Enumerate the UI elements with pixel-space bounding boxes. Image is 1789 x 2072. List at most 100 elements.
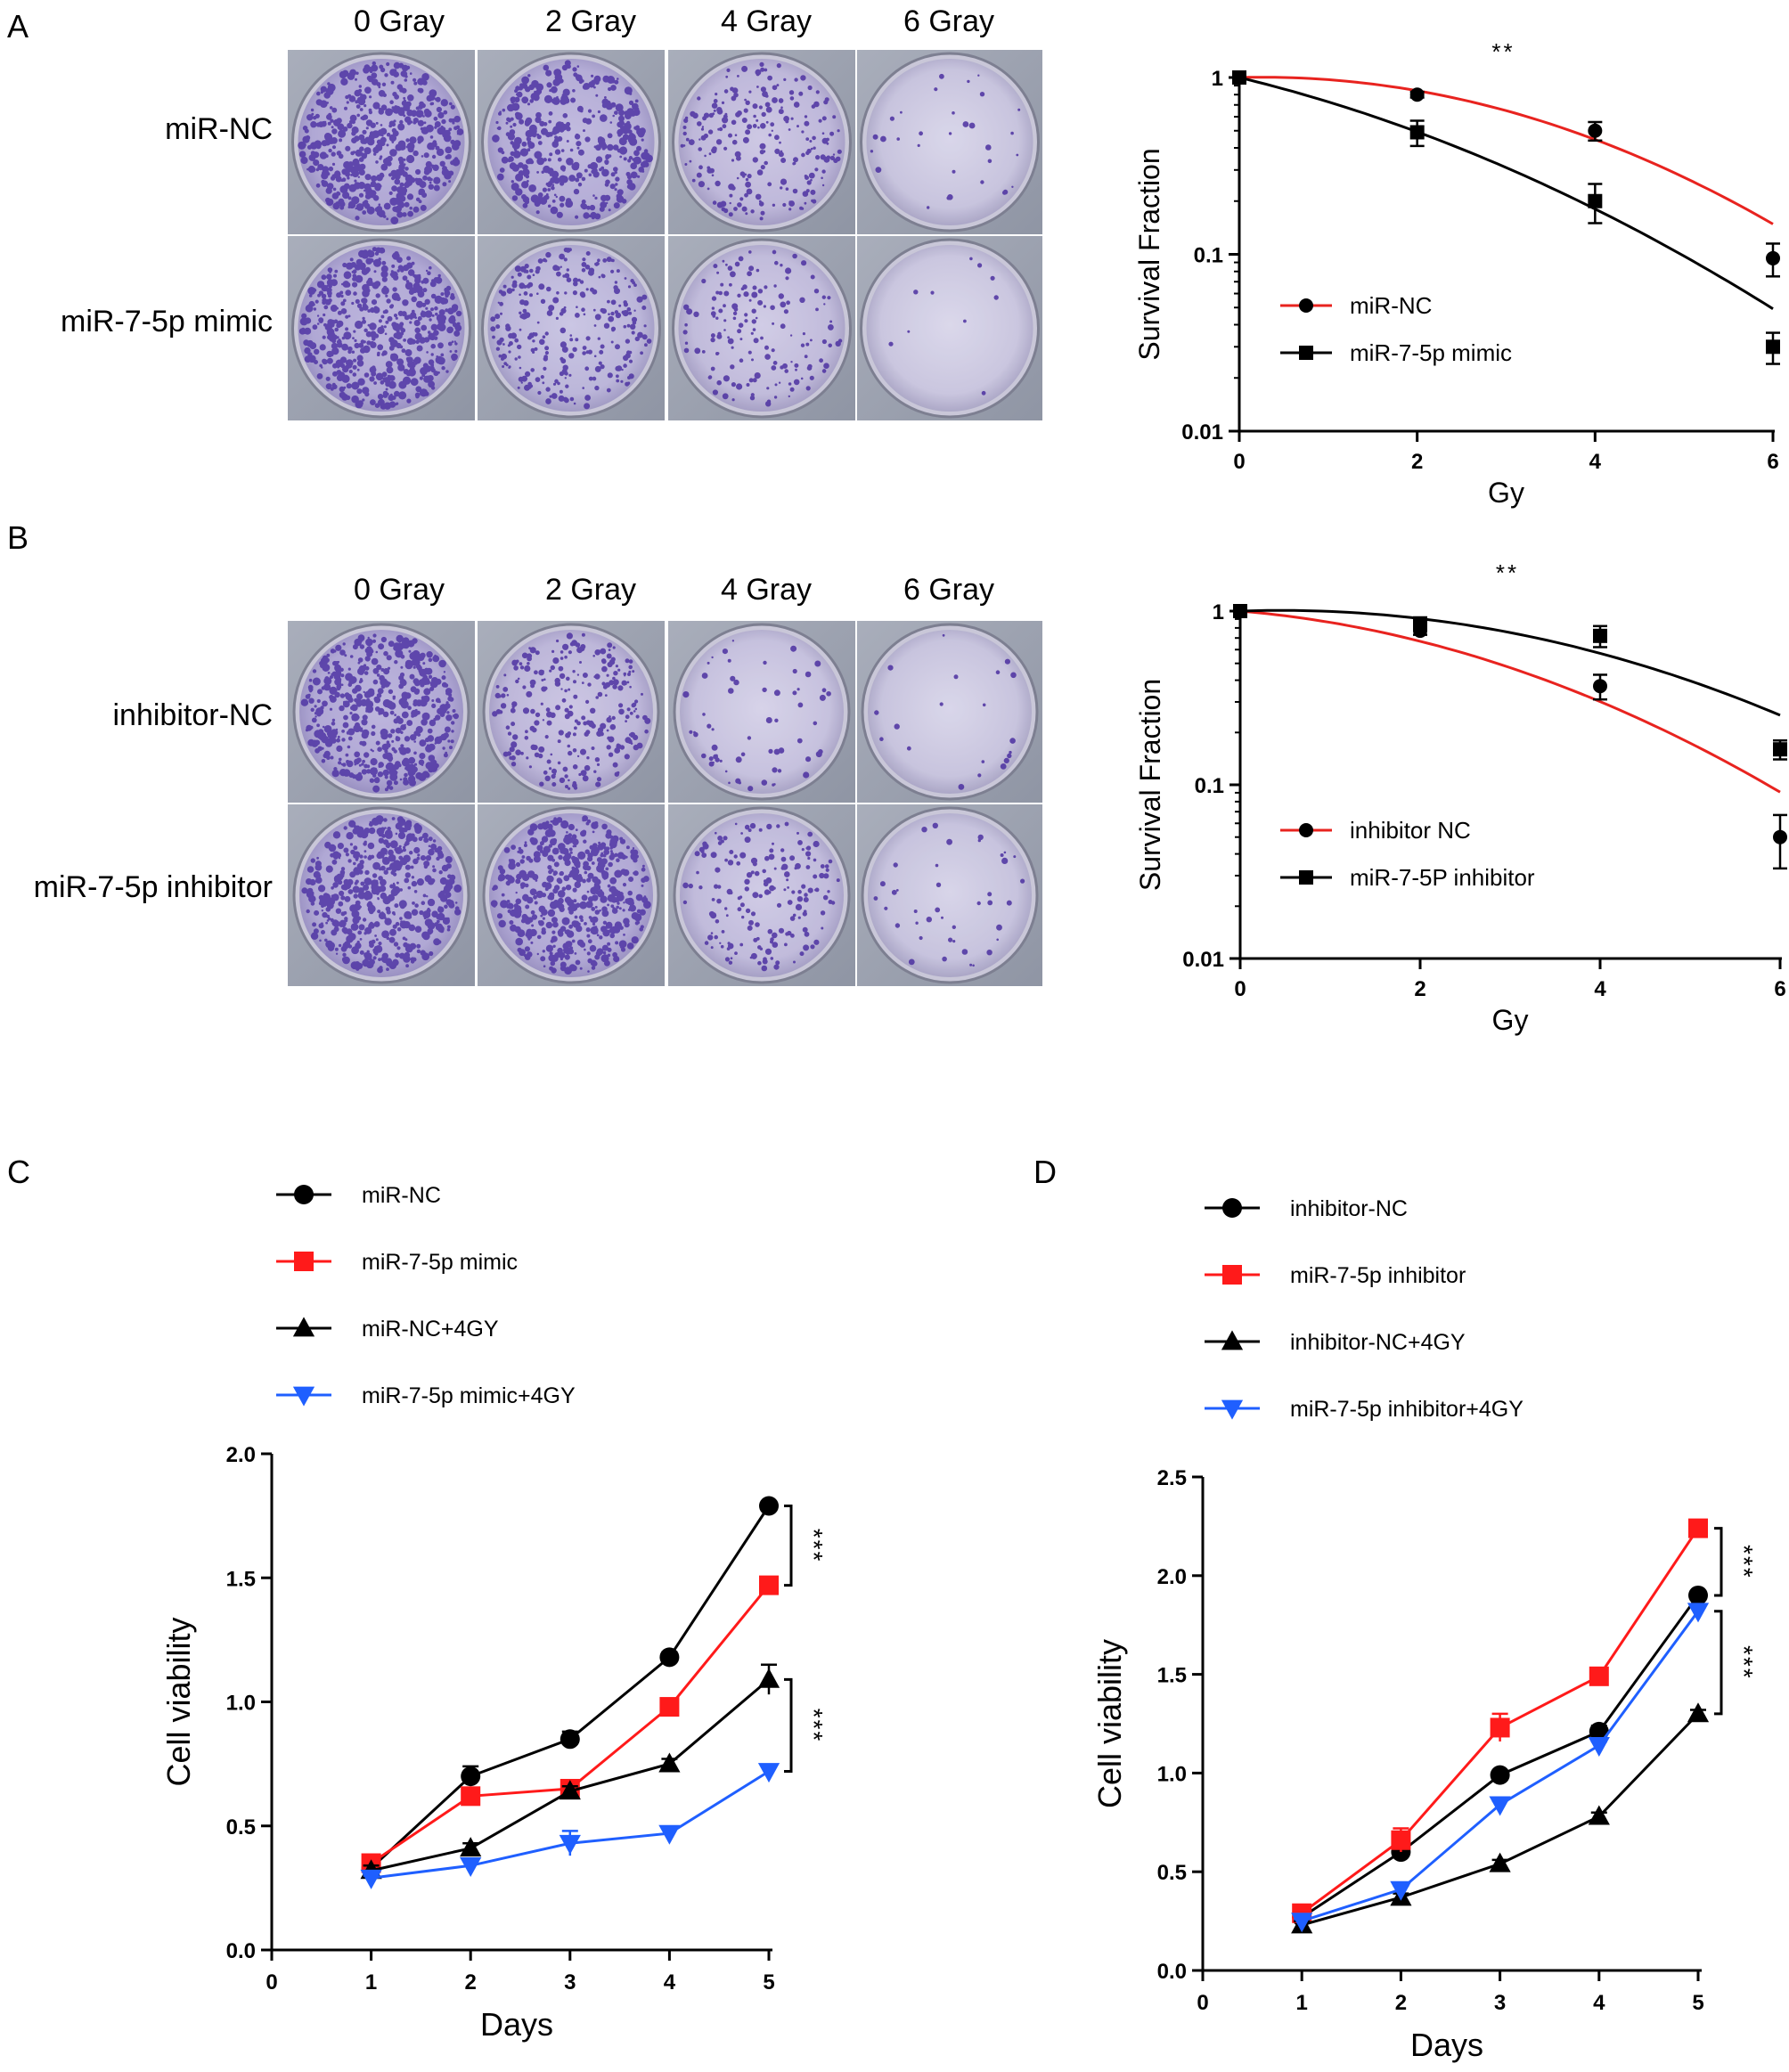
- legend-marker: [1299, 823, 1313, 837]
- data-point: [759, 1575, 779, 1595]
- x-axis-title: Gy: [1492, 1004, 1529, 1036]
- x-axis-title: Days: [480, 2006, 553, 2043]
- series-line: [370, 1505, 771, 1870]
- data-point: [1490, 1717, 1510, 1738]
- data-point: [1413, 616, 1427, 631]
- legend-label: miR-7-5p mimic: [362, 1250, 518, 1275]
- data-point: [1390, 1880, 1412, 1901]
- y-tick-label: 1.0: [226, 1692, 256, 1716]
- y-axis-title: Cell viability: [1091, 1639, 1128, 1808]
- dose-header: 6 Gray: [903, 573, 994, 607]
- data-point: [360, 1869, 382, 1889]
- y-axis-title: Cell viability: [160, 1617, 197, 1786]
- series-line: [1301, 1712, 1700, 1927]
- legend-marker: [1299, 298, 1313, 313]
- x-tick-label: 3: [1494, 1991, 1506, 2015]
- colony-dots: [682, 821, 840, 972]
- legend-label: miR-7-5p mimic+4GY: [362, 1383, 576, 1408]
- y-tick-label: 1: [1213, 600, 1224, 624]
- well: [678, 245, 845, 412]
- panel-letter-a: A: [7, 8, 29, 45]
- survival-chart-a: 0.01 0.1 1 0 2 4 6 Gy Survival Fraction ** miR-NC m…: [1133, 38, 1780, 509]
- legend-label: miR-7-5p mimic: [1350, 339, 1512, 366]
- x-tick-label: 0: [265, 1970, 277, 1995]
- data-point: [757, 1668, 780, 1688]
- panel-a-dose-headers: 0 Gray 2 Gray 4 Gray 6 Gray: [354, 4, 994, 38]
- well-stain: [298, 59, 465, 225]
- panel-a-row-labels: miR-NC miR-7-5p mimic: [61, 112, 273, 339]
- data-point: [1291, 1913, 1313, 1933]
- x-tick-label: 1: [1296, 1991, 1308, 2015]
- y-tick-label: 1: [1212, 67, 1223, 91]
- data-point: [1589, 1666, 1609, 1686]
- legend-label: miR-7-5p inhibitor: [1290, 1263, 1466, 1288]
- legend-marker: [1221, 1330, 1244, 1350]
- dose-header: 0 Gray: [354, 573, 445, 607]
- fit-curve: [1239, 609, 1781, 794]
- x-tick-label: 4: [1594, 977, 1606, 1001]
- panel-b-dose-headers: 0 Gray 2 Gray 4 Gray 6 Gray: [354, 573, 994, 607]
- well-stain: [487, 245, 655, 412]
- y-tick-label: 2.0: [226, 1443, 256, 1467]
- well-stain: [868, 813, 1032, 977]
- x-axis-title: Gy: [1488, 477, 1524, 509]
- legend-marker: [1299, 346, 1313, 360]
- data-point: [1588, 123, 1603, 138]
- legend-marker: [292, 1317, 315, 1337]
- colony-dots: [301, 815, 462, 974]
- legend-marker: [292, 1386, 315, 1407]
- data-point: [1233, 604, 1247, 618]
- x-tick-label: 2: [1414, 977, 1425, 1001]
- x-tick-label: 2: [1411, 450, 1423, 474]
- significance-stars: ***: [1730, 1645, 1758, 1680]
- significance-stars: **: [1491, 38, 1515, 65]
- x-tick-label: 4: [1593, 1991, 1605, 2015]
- data-point: [460, 1856, 482, 1877]
- y-tick-label: 0.1: [1195, 774, 1224, 798]
- well: [680, 630, 844, 794]
- x-tick-label: 3: [564, 1970, 576, 1995]
- legend-marker: [1299, 870, 1313, 885]
- colony-dots: [492, 632, 651, 790]
- colony-dots: [492, 60, 653, 220]
- row-label: miR-7-5p inhibitor: [34, 870, 273, 904]
- data-point: [1688, 1518, 1708, 1538]
- y-tick-label: 0.01: [1182, 948, 1224, 972]
- dose-header: 0 Gray: [354, 4, 445, 38]
- x-tick-label: 0: [1233, 450, 1245, 474]
- panel-a-colony-plates: [288, 50, 1042, 420]
- x-axis-title: Days: [1410, 2027, 1483, 2063]
- y-tick-label: 0.5: [226, 1815, 256, 1840]
- survival-chart-b: 0.01 0.1 1 0 2 4 6 Gy Survival Fraction ** inhibit…: [1134, 559, 1787, 1036]
- y-tick-label: 0.0: [1157, 1960, 1187, 1984]
- well-stain: [680, 630, 844, 794]
- data-point: [1687, 1603, 1710, 1623]
- y-tick-label: 0.5: [1157, 1861, 1187, 1885]
- data-point: [1593, 679, 1607, 694]
- panel-letter-c: C: [7, 1154, 30, 1190]
- data-point: [1490, 1765, 1510, 1785]
- dose-header: 2 Gray: [545, 4, 636, 38]
- data-point: [1687, 1702, 1710, 1723]
- legend-label: miR-7-5p inhibitor+4GY: [1290, 1397, 1524, 1422]
- colony-dots: [680, 61, 842, 221]
- data-point: [1489, 1796, 1511, 1816]
- data-point: [559, 1780, 581, 1800]
- significance-stars: ***: [800, 1709, 828, 1743]
- x-tick-label: 0: [1197, 1991, 1208, 2015]
- y-tick-label: 1.5: [1157, 1664, 1187, 1688]
- significance-bracket: [784, 1677, 793, 1773]
- colony-dots: [490, 815, 651, 975]
- row-label: miR-NC: [165, 112, 273, 146]
- dose-header: 2 Gray: [545, 573, 636, 607]
- well-stain: [487, 59, 655, 225]
- well-stain: [299, 813, 463, 977]
- legend-label: inhibitor-NC+4GY: [1290, 1330, 1466, 1355]
- x-tick-label: 4: [1589, 450, 1602, 474]
- legend-label: inhibitor NC: [1350, 817, 1471, 844]
- panel-b-colony-plates: [288, 621, 1042, 986]
- x-tick-label: 5: [763, 1970, 774, 1995]
- dose-header: 4 Gray: [721, 4, 812, 38]
- significance-bracket: [1714, 1527, 1723, 1597]
